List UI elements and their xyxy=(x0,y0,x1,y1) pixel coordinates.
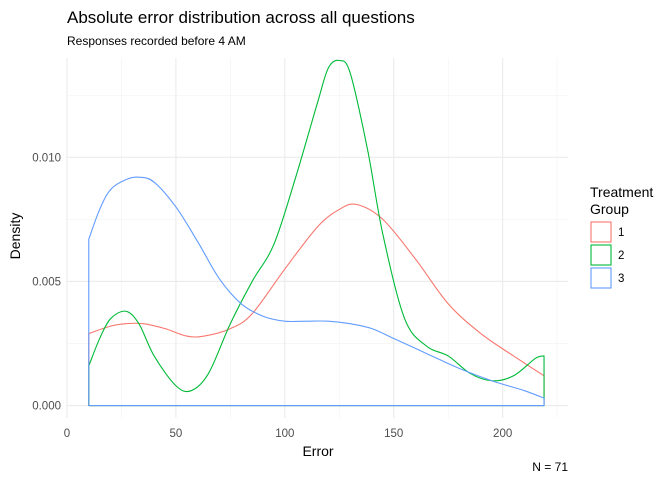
legend-key-group-2 xyxy=(590,244,612,266)
y-axis-ticks: 0.000 0.005 0.010 xyxy=(32,152,61,412)
legend-label-group-3: 3 xyxy=(618,273,624,285)
y-tick-label: 0.010 xyxy=(32,152,61,164)
density-line-group-3 xyxy=(88,176,545,407)
y-tick-label: 0.000 xyxy=(32,401,61,413)
x-axis-title: Error xyxy=(302,443,333,459)
density-line-group-2 xyxy=(88,59,545,407)
legend-title-line-2: Group xyxy=(590,201,629,217)
x-tick-label: 50 xyxy=(170,428,183,440)
grid-lines xyxy=(66,58,568,418)
chart-title: Absolute error distribution across all q… xyxy=(67,8,415,27)
series-lines xyxy=(88,59,545,407)
y-tick-label: 0.005 xyxy=(32,276,61,288)
x-tick-label: 200 xyxy=(493,428,512,440)
legend-items: 1 2 3 xyxy=(590,221,624,289)
x-tick-label: 100 xyxy=(275,428,294,440)
x-tick-label: 150 xyxy=(384,428,403,440)
legend-key-group-3 xyxy=(590,267,612,289)
legend: Treatment Group 1 2 3 xyxy=(590,184,653,289)
legend-key-group-1 xyxy=(590,221,612,243)
y-axis-title: Density xyxy=(7,213,23,260)
chart-subtitle: Responses recorded before 4 AM xyxy=(67,34,246,48)
legend-label-group-2: 2 xyxy=(618,250,624,262)
density-line-group-1 xyxy=(88,203,545,407)
x-axis-ticks: 0 50 100 150 200 xyxy=(64,428,512,440)
x-tick-label: 0 xyxy=(64,428,70,440)
legend-label-group-1: 1 xyxy=(618,227,624,239)
legend-title-line-1: Treatment xyxy=(590,184,653,200)
caption-n: N = 71 xyxy=(532,460,568,474)
